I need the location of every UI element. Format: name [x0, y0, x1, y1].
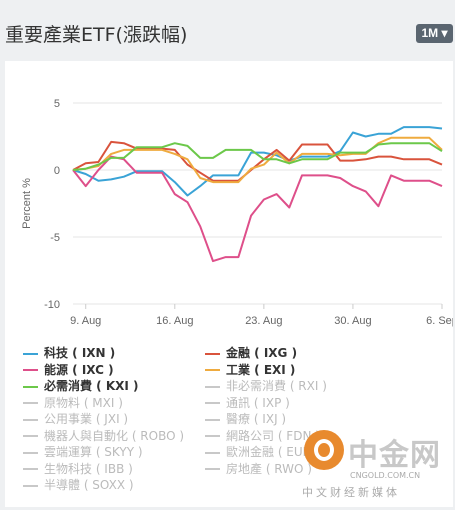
legend-swatch	[205, 435, 220, 437]
chart-panel: 5 0 -5 -10 9. Aug 16. Aug 23. Aug 30. Aug 6. Se p…	[5, 61, 453, 507]
y-tick-label: 0	[54, 165, 60, 177]
legend-swatch	[23, 402, 38, 404]
legend-item[interactable]: 網路公司 ( FDN )	[205, 427, 320, 444]
legend-swatch	[23, 484, 38, 487]
legend-label: 通訊 ( IXP )	[226, 395, 290, 410]
legend-item[interactable]: 公用事業 ( JXI )	[23, 410, 128, 427]
page-title: 重要產業ETF(漲跌幅)	[5, 24, 188, 46]
series-line	[72, 142, 443, 171]
y-tick-label: -5	[50, 232, 60, 244]
series-line	[72, 155, 443, 263]
legend-swatch	[23, 352, 38, 355]
y-tick-label: 5	[54, 98, 60, 110]
legend-label: 房地產 ( RWO )	[226, 461, 312, 476]
range-dropdown[interactable]: 1M ▾	[416, 24, 453, 43]
legend-item[interactable]: 工業 ( EXI )	[205, 361, 295, 378]
legend-item[interactable]: 半導體 ( SOXX )	[23, 476, 134, 493]
legend-label: 網路公司 ( FDN )	[226, 428, 320, 443]
legend-item[interactable]: 金融 ( IXG )	[205, 344, 297, 361]
x-tick-label: 23. Aug	[245, 315, 282, 327]
watermark-logo-icon	[304, 430, 344, 470]
x-tick-label: 30. Aug	[334, 315, 371, 327]
legend-swatch	[23, 418, 38, 421]
legend-label: 金融 ( IXG )	[226, 346, 298, 360]
legend-item[interactable]: 原物料 ( MXI )	[23, 394, 123, 411]
legend-label: 雲端運算 ( SKYY )	[44, 445, 143, 459]
legend-label: 公用事業 ( JXI )	[44, 412, 129, 426]
legend-label: 機器人與自動化 ( ROBO )	[44, 428, 185, 443]
legend-label: 醫療 ( IXJ )	[226, 412, 287, 426]
watermark-text: 中金网	[348, 438, 441, 473]
legend-item[interactable]: 非必需消費 ( RXI )	[205, 377, 327, 394]
legend-swatch	[205, 402, 220, 404]
legend-item[interactable]: 通訊 ( IXP )	[205, 394, 290, 411]
legend-label: 非必需消費 ( RXI )	[226, 379, 327, 393]
legend-swatch	[23, 451, 38, 454]
legend-label: 歐洲金融 ( EUFN )	[226, 445, 328, 459]
watermark: 中金网 CNGOLD.COM.CN 中文财经新媒体	[300, 428, 450, 499]
legend-swatch	[23, 468, 38, 470]
legend-swatch	[205, 468, 220, 470]
y-tick-label: -10	[44, 299, 60, 311]
legend-swatch	[205, 418, 220, 421]
legend-swatch	[205, 451, 220, 454]
legend-item[interactable]: 雲端運算 ( SKYY )	[23, 443, 143, 460]
legend-swatch	[205, 369, 220, 371]
legend-label: 必需消費 ( KXI )	[44, 379, 139, 393]
watermark-subtitle: 中文财经新媒体	[302, 486, 400, 499]
legend-item[interactable]: 房地產 ( RWO )	[205, 460, 312, 477]
legend-item[interactable]: 必需消費 ( KXI )	[23, 377, 139, 394]
legend-label: 生物科技 ( IBB )	[44, 461, 133, 476]
legend-label: 半導體 ( SOXX )	[44, 478, 134, 492]
x-tick-label: 9. Aug	[70, 315, 101, 327]
caret-down-icon: ▾	[441, 26, 448, 40]
x-tick-label: 16. Aug	[156, 315, 193, 327]
range-label: 1M	[421, 26, 439, 40]
line-chart: 5 0 -5 -10 9. Aug 16. Aug 23. Aug 30. Aug 6. Se p…	[21, 98, 453, 327]
legend-label: 能源 ( IXC )	[44, 362, 114, 377]
legend-swatch	[23, 369, 38, 371]
legend-item[interactable]: 生物科技 ( IBB )	[23, 460, 133, 477]
legend-item[interactable]: 機器人與自動化 ( ROBO )	[23, 427, 184, 444]
legend-label: 工業 ( EXI )	[226, 362, 296, 377]
legend-swatch	[23, 385, 38, 388]
x-tick-label: 6. Sep	[426, 315, 453, 327]
series-line	[72, 126, 443, 197]
y-axis-label: Percent %	[21, 178, 33, 229]
legend-label: 科技 ( IXN )	[44, 346, 116, 360]
legend-item[interactable]: 能源 ( IXC )	[23, 361, 114, 378]
legend-swatch	[205, 352, 220, 355]
legend-item[interactable]: 科技 ( IXN )	[23, 344, 115, 361]
chart-header: 重要產業ETF(漲跌幅) 1M ▾	[0, 0, 455, 58]
legend-item[interactable]: 歐洲金融 ( EUFN )	[205, 443, 327, 460]
watermark-url: CNGOLD.COM.CN	[350, 471, 421, 480]
legend-item[interactable]: 醫療 ( IXJ )	[205, 410, 286, 427]
legend-swatch	[23, 435, 38, 437]
legend-label: 原物料 ( MXI )	[44, 395, 123, 410]
legend-swatch	[205, 385, 220, 388]
